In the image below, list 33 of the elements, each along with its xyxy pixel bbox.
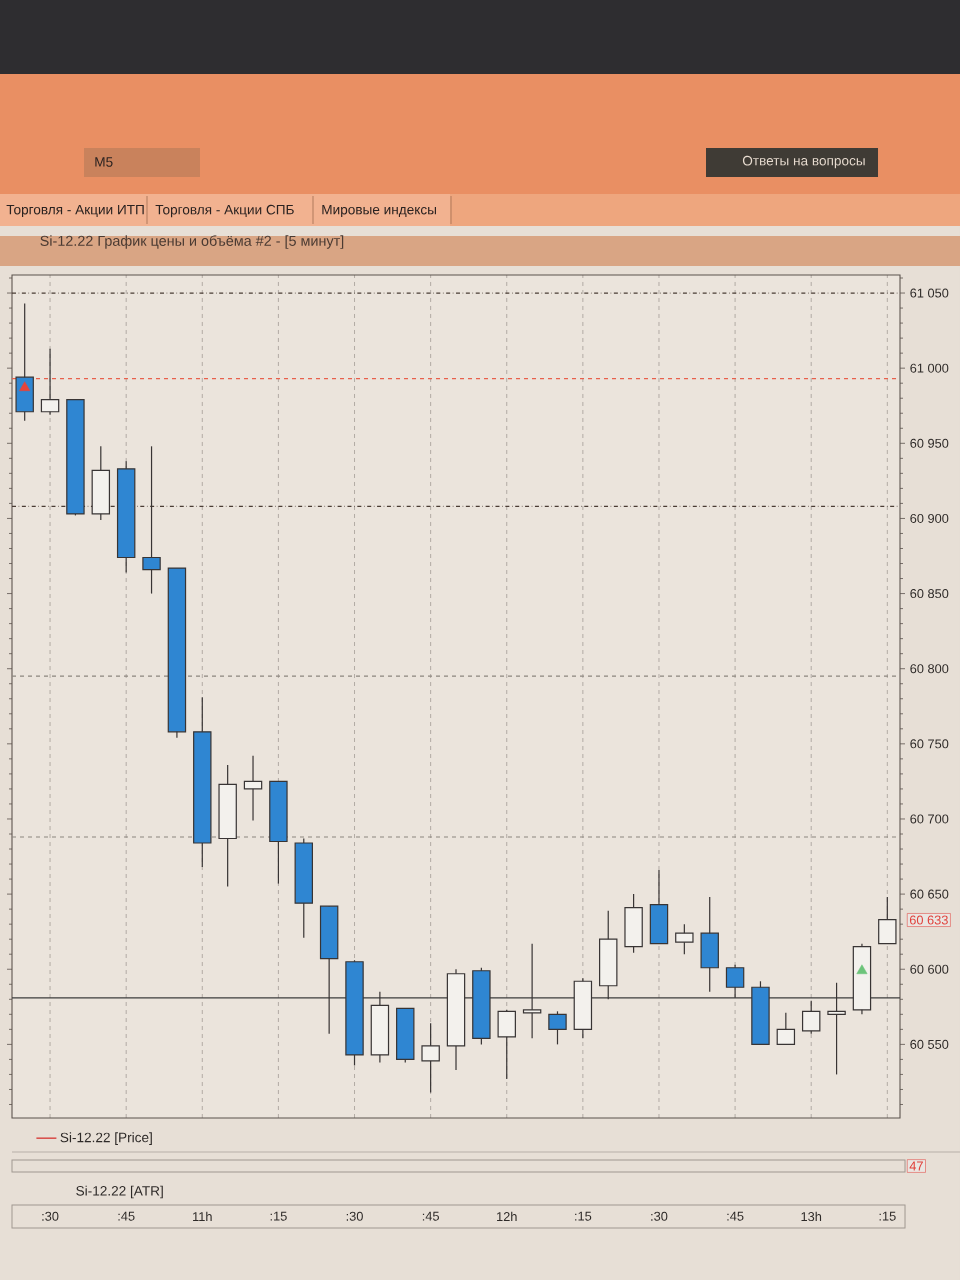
x-tick-label: 12h [497,1211,517,1221]
y-tick-label: 61 050 [910,288,949,298]
y-tick-label: 60 600 [910,964,949,974]
x-tick-label: :45 [422,1211,439,1221]
text: 47 [909,1161,923,1171]
x-tick-label: :45 [118,1211,135,1221]
x-tick-label: :15 [270,1211,287,1221]
text: Si-12.22 [ATR] [76,1185,163,1199]
x-tick-label: :30 [42,1211,59,1221]
y-tick-label: 60 800 [910,664,949,674]
text: Si-12.22 [Price] [60,1132,152,1145]
text: 60 633 [909,915,948,925]
y-tick-label: 60 650 [910,889,949,899]
y-tick-label: 60 950 [910,438,949,448]
y-tick-label: 60 850 [910,589,949,599]
text: M5 [95,157,113,167]
text: Мировые индексы [322,204,436,218]
y-tick-label: 60 900 [910,513,949,523]
x-tick-label: :30 [651,1211,668,1221]
y-tick-label: 60 700 [910,814,949,824]
text: Ответы на вопросы [742,155,865,169]
x-tick-label: :45 [727,1211,744,1221]
x-tick-label: :15 [575,1211,592,1221]
chart-title: Si-12.22 График цены и объёма #2 - [5 минут] [40,235,344,249]
text: Торговля - Акции ИТП [6,204,144,218]
x-tick-label: :30 [346,1211,363,1221]
x-tick-label: :15 [879,1211,896,1221]
y-tick-label: 60 750 [910,739,949,749]
y-tick-label: 60 550 [910,1039,949,1049]
x-tick-label: 11h [193,1211,212,1221]
y-tick-label: 61 000 [910,363,949,373]
text: Торговля - Акции СПБ [155,204,294,218]
x-tick-label: 13h [801,1211,822,1222]
